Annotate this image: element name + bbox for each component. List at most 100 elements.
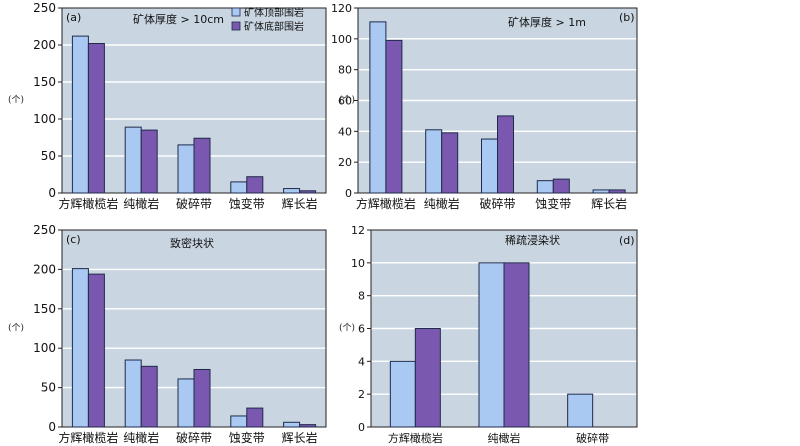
x-category-label: 辉长岩 bbox=[282, 430, 318, 445]
y-tick-label: 50 bbox=[41, 381, 56, 395]
y-tick-label: 4 bbox=[358, 355, 365, 368]
x-category-label: 蚀变带 bbox=[229, 196, 265, 211]
bar-top-a-4 bbox=[283, 188, 301, 194]
bar-top-b-0 bbox=[369, 21, 387, 194]
bar-top-d-0 bbox=[389, 360, 416, 428]
y-tick-label: 10 bbox=[351, 257, 365, 270]
chart-panel-d: 0 2 4 6 8 10 12 (个) 方辉橄榄岩 纯橄岩 破碎带 (d) 稀疏浸染状 bbox=[339, 224, 638, 445]
x-category-label: 方辉橄榄岩 bbox=[58, 196, 118, 211]
x-category-label: 辉长岩 bbox=[591, 196, 627, 211]
bar-bottom-a-2 bbox=[193, 137, 211, 194]
bar-top-a-2 bbox=[177, 144, 195, 194]
y-tick-label: 0 bbox=[358, 421, 365, 434]
panel-tag: (c) bbox=[66, 233, 81, 246]
panel-tag: (b) bbox=[619, 11, 635, 24]
x-category-label: 破碎带 bbox=[479, 196, 515, 211]
y-tick-label: 6 bbox=[358, 323, 365, 336]
y-tick-label: 50 bbox=[41, 149, 56, 163]
panel-title: 矿体厚度 > 1m bbox=[508, 15, 586, 29]
bar-bottom-b-1 bbox=[441, 132, 459, 194]
x-category-label: 方辉橄榄岩 bbox=[58, 430, 118, 445]
x-category-label: 纯橄岩 bbox=[123, 196, 159, 211]
bar-top-c-1 bbox=[124, 359, 142, 428]
chart-panel-a: 0 50 100 150 200 250 (个) 方辉橄榄岩 纯橄岩 破碎带 蚀变带 辉长岩 (a) 矿体… bbox=[8, 1, 327, 211]
bar-top-a-0 bbox=[71, 35, 89, 194]
bar-bottom-c-3 bbox=[246, 407, 264, 428]
panel-tag: (a) bbox=[66, 11, 81, 24]
bar-top-d-2 bbox=[567, 393, 594, 428]
legend-top-swatch bbox=[231, 7, 241, 17]
x-category-label: 蚀变带 bbox=[535, 196, 571, 211]
bar-top-c-2 bbox=[177, 378, 195, 428]
bar-bottom-c-1 bbox=[140, 365, 158, 428]
y-tick-label: 60 bbox=[338, 95, 352, 108]
y-tick-label: 80 bbox=[338, 64, 352, 77]
y-tick-label: 200 bbox=[33, 38, 56, 52]
x-category-label: 纯橄岩 bbox=[424, 196, 460, 211]
bar-bottom-a-3 bbox=[246, 176, 264, 194]
x-category-label: 纯橄岩 bbox=[488, 431, 521, 445]
y-tick-label: 0 bbox=[48, 420, 56, 434]
y-tick-label: 12 bbox=[351, 224, 365, 237]
bar-bottom-c-0 bbox=[87, 273, 105, 428]
bar-top-b-3 bbox=[536, 180, 554, 194]
x-category-label: 方辉橄榄岩 bbox=[388, 431, 443, 445]
bar-top-a-1 bbox=[124, 126, 142, 194]
y-tick-label: 150 bbox=[33, 302, 56, 316]
chart-panel-b: 0 20 40 60 80 100 120 (个) 方辉橄榄岩 纯橄岩 破碎带 蚀变带 辉长岩 (b) 矿体… bbox=[331, 2, 638, 211]
bar-top-a-3 bbox=[230, 181, 248, 194]
panel-tag: (d) bbox=[619, 234, 635, 247]
y-tick-label: 20 bbox=[338, 156, 352, 169]
bar-bottom-a-1 bbox=[140, 129, 158, 194]
y-tick-label: 8 bbox=[358, 290, 365, 303]
bar-top-c-0 bbox=[71, 268, 89, 428]
bar-bottom-b-0 bbox=[385, 39, 403, 194]
legend-bottom-swatch bbox=[231, 21, 241, 31]
y-axis-label: (个) bbox=[339, 95, 355, 106]
y-axis-label: (个) bbox=[8, 95, 24, 106]
panel-title: 矿体厚度 > 10cm bbox=[133, 12, 224, 26]
x-category-label: 辉长岩 bbox=[282, 196, 318, 211]
bar-bottom-b-4 bbox=[608, 189, 626, 194]
bar-bottom-a-4 bbox=[299, 190, 317, 194]
bar-bottom-a-0 bbox=[87, 43, 105, 194]
y-axis-label: (个) bbox=[339, 323, 355, 334]
bar-top-d-1 bbox=[478, 262, 505, 428]
x-category-label: 纯橄岩 bbox=[123, 430, 159, 445]
legend-top-label: 矿体顶部围岩 bbox=[244, 6, 304, 19]
y-tick-label: 40 bbox=[338, 125, 352, 138]
bar-top-b-1 bbox=[425, 129, 443, 194]
bar-top-b-4 bbox=[592, 189, 610, 194]
x-category-label: 蚀变带 bbox=[229, 430, 265, 445]
y-tick-label: 200 bbox=[33, 262, 56, 276]
bar-bottom-b-2 bbox=[497, 115, 514, 194]
y-tick-label: 150 bbox=[33, 75, 56, 89]
y-tick-label: 250 bbox=[33, 1, 56, 15]
y-tick-label: 100 bbox=[331, 33, 352, 46]
bar-bottom-b-3 bbox=[552, 178, 570, 194]
y-tick-label: 0 bbox=[345, 187, 352, 200]
x-category-label: 方辉橄榄岩 bbox=[356, 196, 416, 211]
y-tick-label: 100 bbox=[33, 341, 56, 355]
bar-bottom-d-1 bbox=[503, 262, 530, 428]
panel-title: 稀疏浸染状 bbox=[505, 233, 560, 247]
bar-top-c-4 bbox=[283, 421, 301, 428]
panel-title: 致密块状 bbox=[170, 236, 214, 250]
y-tick-label: 250 bbox=[33, 223, 56, 237]
x-category-label: 破碎带 bbox=[176, 196, 212, 211]
bar-bottom-d-0 bbox=[414, 328, 441, 428]
y-axis-label: (个) bbox=[8, 323, 24, 334]
legend-bottom-label: 矿体底部围岩 bbox=[244, 20, 304, 33]
x-category-label: 破碎带 bbox=[176, 430, 212, 445]
y-tick-label: 100 bbox=[33, 112, 56, 126]
bar-bottom-c-4 bbox=[299, 424, 317, 428]
x-category-label: 破碎带 bbox=[576, 431, 609, 445]
y-tick-label: 0 bbox=[48, 186, 56, 200]
y-tick-label: 120 bbox=[331, 2, 352, 15]
y-tick-label: 2 bbox=[358, 388, 365, 401]
bar-top-c-3 bbox=[230, 415, 248, 428]
chart-panel-c: 0 50 100 150 200 250 (个) 方辉橄榄岩 纯橄岩 破碎带 蚀变带 辉长岩 (c) 致密… bbox=[8, 223, 327, 445]
bar-top-b-2 bbox=[481, 138, 498, 194]
